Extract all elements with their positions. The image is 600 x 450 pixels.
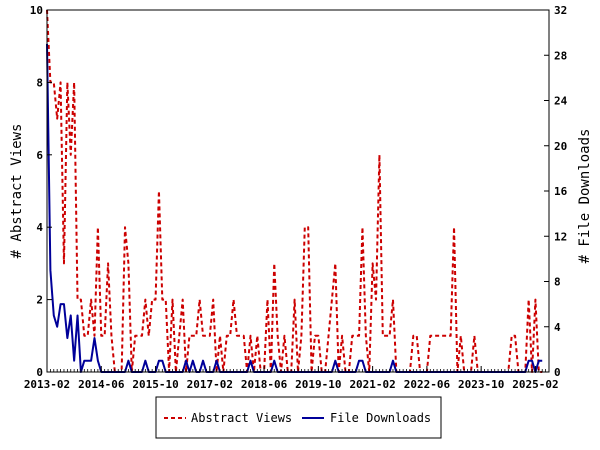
x-tick-label: 2021-02 [349, 378, 395, 391]
series-line-abstract-views [46, 9, 543, 373]
x-tick-label: 2018-06 [241, 378, 288, 391]
y-right-tick-label: 0 [554, 366, 561, 379]
y-right-tick-label: 32 [554, 4, 567, 17]
x-tick-label: 2013-02 [24, 378, 70, 391]
y-left-tick-label: 0 [36, 366, 43, 379]
x-tick-label: 2014-06 [78, 378, 125, 391]
y-right-tick-label: 16 [554, 185, 568, 198]
legend: Abstract Views File Downloads [155, 396, 442, 439]
y-axis-right-title: # File Downloads [577, 129, 593, 264]
y-left-tick-label: 6 [36, 149, 43, 162]
y-right-tick-label: 8 [554, 276, 561, 289]
y-right-tick-label: 12 [554, 230, 567, 243]
legend-label-file-downloads: File Downloads [330, 411, 431, 425]
x-tick-label: 2022-06 [404, 378, 451, 391]
y-right-tick-label: 28 [554, 49, 567, 62]
y-left-tick-label: 2 [36, 294, 43, 307]
y-left-tick-label: 8 [36, 76, 43, 89]
x-tick-label: 2017-02 [187, 378, 233, 391]
x-tick-label: 2023-10 [458, 378, 504, 391]
y-right-tick-label: 20 [554, 140, 567, 153]
y-left-tick-label: 10 [30, 4, 43, 17]
x-tick-label: 2025-02 [512, 378, 558, 391]
y-axis-left-title: # Abstract Views [9, 124, 25, 259]
x-tick-label: 2015-10 [132, 378, 178, 391]
y-right-tick-label: 24 [554, 95, 568, 108]
y-left-tick-label: 4 [36, 221, 43, 234]
x-tick-label: 2019-10 [295, 378, 341, 391]
legend-label-abstract-views: Abstract Views [191, 411, 292, 425]
legend-box [155, 396, 442, 439]
y-right-tick-label: 4 [554, 321, 561, 334]
